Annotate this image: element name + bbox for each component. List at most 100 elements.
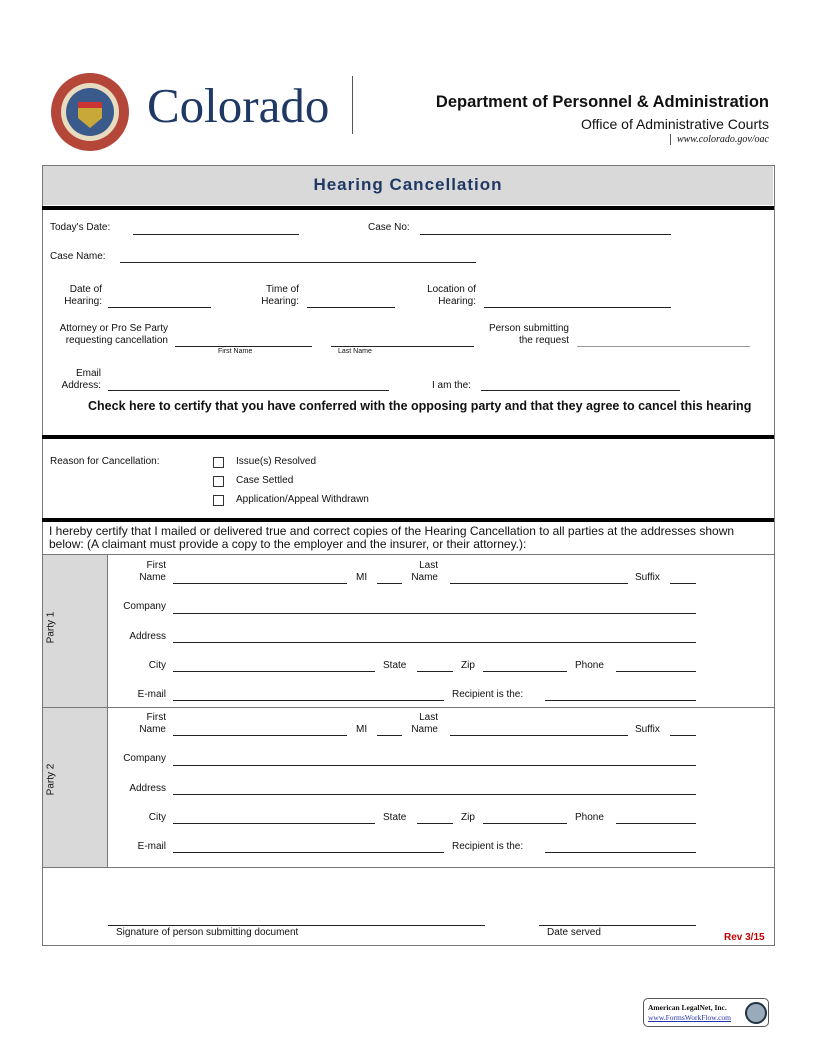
divider [42,206,774,210]
state-label: State [383,812,407,823]
email-label: E-mail [137,841,166,852]
certify-statement: I hereby certify that I mailed or delive… [49,524,735,551]
phone-field[interactable] [616,671,696,672]
revision-label: Rev 3/15 [724,932,765,943]
office-name: Office of Administrative Courts [580,116,769,132]
name-label: Name [139,724,166,735]
time-of-hearing-field[interactable] [307,307,395,308]
first-label: First [146,560,166,571]
withdrawn-label: Application/Appeal Withdrawn [236,494,369,505]
zip-label: Zip [461,812,475,823]
signature-field[interactable] [108,925,485,926]
email-field[interactable] [173,852,444,853]
suffix-label: Suffix [635,724,660,735]
city-label: City [148,812,166,823]
requesting-label: requesting cancellation [65,335,168,346]
confer-certify-checkbox-label[interactable]: Check here to certify that you have conf… [88,399,752,413]
case-no-field[interactable] [420,234,671,235]
case-name-field[interactable] [120,262,476,263]
hearing-label: Hearing: [438,296,476,307]
first-name-field[interactable] [173,735,347,736]
mi-label: MI [356,724,368,735]
legalnet-badge[interactable]: American LegalNet, Inc. www.FormsWorkFlo… [643,998,769,1027]
mi-label: MI [356,572,368,583]
todays-date-field[interactable] [133,234,299,235]
party-2-block: Party 2 First Name MI Last Name Suffix Company A… [0,706,816,859]
time-of-label: Time of [266,284,299,295]
last-label: Last [419,560,438,571]
recipient-label: Recipient is the: [452,841,524,852]
address-label: Address [129,631,166,642]
company-label: Company [123,601,166,612]
phone-field[interactable] [616,823,696,824]
divider [42,518,774,522]
location-of-hearing-field[interactable] [484,307,671,308]
legalnet-globe-icon [745,1002,767,1024]
name-label: Name [411,572,438,583]
first-name-field[interactable] [173,583,347,584]
attorney-first-name-field[interactable] [175,346,312,347]
company-label: Company [123,753,166,764]
attorney-label: Attorney or Pro Se Party [59,323,168,334]
i-am-the-field[interactable] [481,390,680,391]
address-label: Address [129,783,166,794]
case-settled-checkbox[interactable] [213,476,224,487]
email-address-field[interactable] [108,390,389,391]
person-submitting-field[interactable] [577,346,750,347]
title-band [43,166,773,205]
header-divider [352,76,353,134]
recipient-field[interactable] [545,700,696,701]
city-field[interactable] [173,823,375,824]
case-no-label: Case No: [368,222,410,233]
case-settled-label: Case Settled [236,475,294,486]
state-field[interactable] [417,671,453,672]
issues-resolved-checkbox[interactable] [213,457,224,468]
address-label: Address: [61,380,101,391]
location-of-label: Location of [427,284,476,295]
party-side-band [43,555,108,867]
form-title: Hearing Cancellation [313,175,503,194]
party-label: Party 2 [45,763,57,796]
divider [42,554,774,555]
date-of-hearing-field[interactable] [108,307,211,308]
suffix-field[interactable] [670,583,696,584]
last-name-field[interactable] [450,583,628,584]
company-field[interactable] [173,613,696,614]
zip-field[interactable] [483,823,567,824]
attorney-last-name-field[interactable] [331,346,474,347]
suffix-field[interactable] [670,735,696,736]
company-field[interactable] [173,765,696,766]
last-label: Last [419,712,438,723]
state-field[interactable] [417,823,453,824]
case-name-label: Case Name: [50,251,106,262]
todays-date-label: Today's Date: [50,222,111,233]
colorado-wordmark: Colorado [147,78,330,133]
party-label: Party 1 [45,611,57,644]
recipient-field[interactable] [545,852,696,853]
withdrawn-checkbox[interactable] [213,495,224,506]
signature-label: Signature of person submitting document [116,927,299,938]
mi-field[interactable] [377,735,402,736]
address-field[interactable] [173,794,696,795]
zip-field[interactable] [483,671,567,672]
form-frame [42,165,775,946]
recipient-label: Recipient is the: [452,689,524,700]
phone-label: Phone [575,812,604,823]
last-name-field[interactable] [450,735,628,736]
legalnet-name: American LegalNet, Inc. [648,1003,727,1012]
address-field[interactable] [173,642,696,643]
divider [42,435,774,439]
date-served-field[interactable] [539,925,696,926]
party-1-block: Party 1 First Name MI Last Name Suffix Company A… [0,554,816,707]
email-field[interactable] [173,700,444,701]
reason-label: Reason for Cancellation: [50,456,160,467]
city-field[interactable] [173,671,375,672]
mi-field[interactable] [377,583,402,584]
divider [42,867,774,868]
website-link[interactable]: www.colorado.gov/oac [669,134,769,145]
department-name: Department of Personnel & Administration [435,93,769,111]
colorado-seal-logo [51,73,129,151]
zip-label: Zip [461,660,475,671]
hearing-label: Hearing: [64,296,102,307]
